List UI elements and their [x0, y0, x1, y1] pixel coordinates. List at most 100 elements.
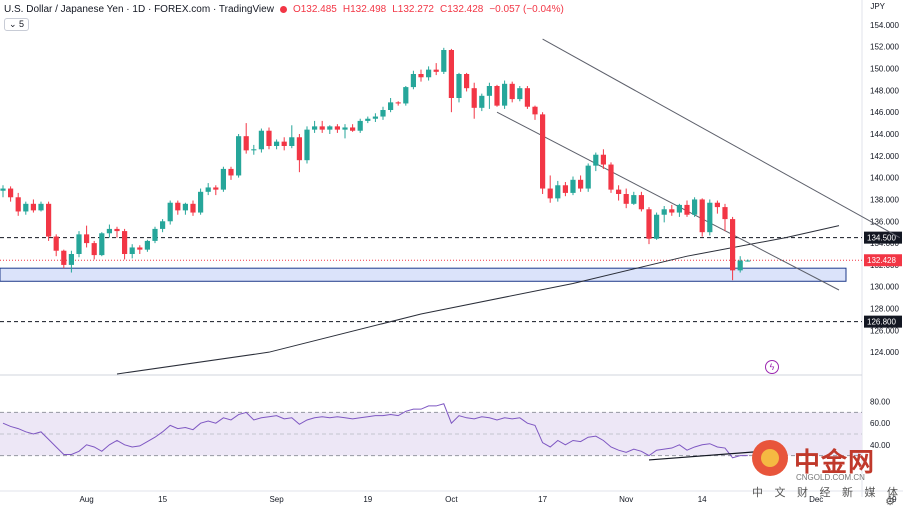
candle-body — [76, 234, 82, 254]
gear-icon[interactable]: ⚙ — [885, 496, 895, 508]
candle-body — [593, 154, 599, 166]
ohlc-change: −0.057 (−0.04%) — [489, 4, 564, 15]
candle-body — [578, 179, 584, 189]
price-tick-label: 136.000 — [870, 217, 899, 226]
market-status-dot — [279, 6, 287, 13]
candle-body — [228, 168, 234, 176]
candle-body — [53, 236, 59, 251]
price-tick-label: 130.000 — [870, 283, 899, 292]
level-label: 132.428 — [867, 256, 896, 265]
candle-body — [0, 188, 6, 191]
channel-upper-line — [542, 38, 901, 239]
price-tick-label: 128.000 — [870, 305, 899, 314]
candle-body — [464, 74, 470, 89]
rsi-line — [2, 403, 748, 459]
candle-body — [707, 202, 713, 233]
candle-body — [608, 164, 614, 190]
watermark-logo — [752, 440, 788, 476]
candle-body — [745, 260, 751, 262]
candle-body — [661, 209, 667, 215]
candle-body — [23, 203, 29, 212]
level-tag — [864, 315, 902, 328]
candle-body — [502, 83, 508, 106]
level-tag — [864, 254, 902, 267]
candle-body — [730, 219, 736, 271]
candle-body — [46, 203, 52, 237]
candle-body — [137, 247, 143, 250]
time-tick-label: Aug — [79, 495, 93, 504]
candle-body — [654, 214, 660, 239]
candle-body — [380, 110, 386, 117]
price-tick-label: 148.000 — [870, 86, 899, 95]
candle-body — [274, 141, 280, 146]
candle-body — [152, 228, 158, 241]
ohlc-open: O132.485 — [292, 4, 337, 15]
candle-body — [129, 247, 135, 254]
candle-body — [304, 129, 310, 161]
candle-body — [517, 88, 523, 100]
candle-body — [540, 114, 546, 189]
candle-body — [388, 102, 394, 110]
symbol-title[interactable]: U.S. Dollar / Japanese Yen · 1D · FOREX.… — [4, 4, 274, 15]
candle-body — [722, 207, 728, 220]
lightning-icon[interactable]: ϟ — [765, 360, 779, 374]
candle-body — [114, 228, 120, 232]
candle-body — [99, 233, 105, 256]
chart-header: U.S. Dollar / Japanese Yen · 1D · FOREX.… — [4, 4, 564, 15]
candle-body — [623, 194, 629, 204]
time-tick-label: 14 — [698, 495, 707, 504]
candle-body — [509, 83, 515, 100]
candle-body — [84, 234, 90, 244]
candle-body — [616, 189, 622, 194]
candle-body — [296, 137, 302, 161]
candle-body — [167, 202, 173, 222]
candle-body — [190, 203, 196, 213]
candle-body — [714, 202, 720, 208]
time-tick-label: Nov — [619, 495, 633, 504]
candle-body — [106, 228, 112, 234]
time-tick-label: Sep — [269, 495, 284, 504]
watermark: 中金网 CNGOLD.COM.CN 中 文 财 经 新 媒 体 — [752, 440, 902, 500]
candle-body — [418, 74, 424, 78]
candle-body — [160, 221, 166, 229]
level-tag — [864, 231, 902, 244]
candle-body — [410, 74, 416, 88]
candle-body — [38, 203, 44, 211]
watermark-subtitle: 中 文 财 经 新 媒 体 — [752, 486, 902, 499]
time-tick-label: 17 — [538, 495, 547, 504]
candle-body — [220, 168, 226, 190]
candle-body — [289, 137, 295, 146]
price-tick-label: 146.000 — [870, 108, 899, 117]
price-tick-label: 152.000 — [870, 43, 899, 52]
level-label: 126.800 — [867, 318, 896, 327]
candle-body — [426, 69, 432, 78]
support-zone — [0, 267, 847, 282]
candle-body — [692, 199, 698, 215]
candle-body — [342, 127, 348, 130]
interval-toggle[interactable]: ⌄ 5 — [4, 18, 30, 31]
time-tick-label: Dec — [809, 495, 823, 504]
candle-body — [350, 127, 356, 131]
currency-label[interactable]: JPY — [870, 2, 885, 11]
candle-body — [699, 199, 705, 233]
rsi-tick-label: 60.00 — [870, 419, 891, 428]
ohlc-high: H132.498 — [342, 4, 387, 15]
channel-lower-line — [496, 111, 840, 291]
candle-body — [737, 260, 743, 271]
candle-body — [205, 187, 211, 192]
chevron-down-icon: ⌄ — [9, 19, 20, 29]
candle-body — [684, 204, 690, 215]
candle-body — [213, 187, 219, 190]
candle-body — [198, 191, 204, 213]
candle-body — [8, 188, 14, 198]
candle-body — [319, 126, 325, 130]
time-tick-label: Oct — [445, 495, 458, 504]
candle-body — [30, 203, 36, 211]
candle-body — [281, 141, 287, 146]
price-tick-label: 142.000 — [870, 152, 899, 161]
candle-body — [327, 126, 333, 130]
candle-body — [91, 243, 97, 256]
price-tick-label: 124.000 — [870, 348, 899, 357]
candle-body — [494, 86, 500, 106]
